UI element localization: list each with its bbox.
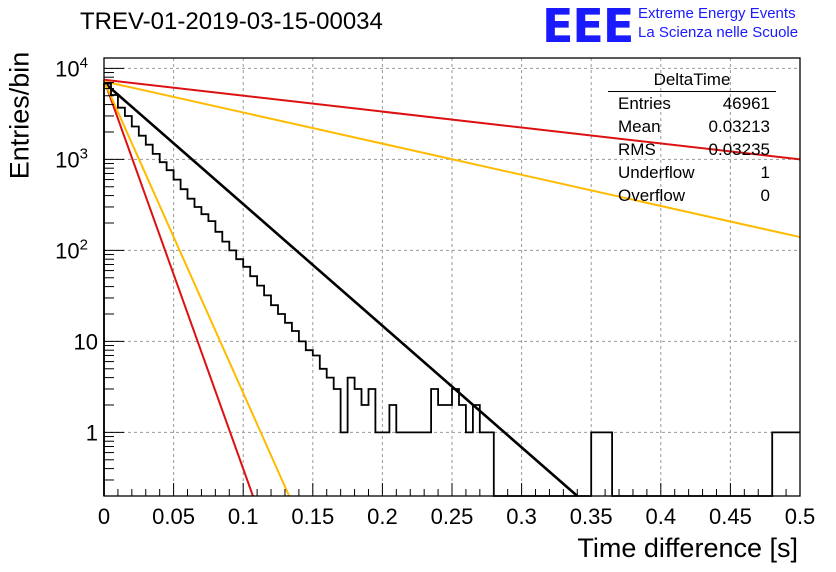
- x-tick-label: 0.15: [291, 504, 334, 529]
- x-tick-label: 0.35: [570, 504, 613, 529]
- stats-row-underflow: Underflow 1: [608, 161, 776, 184]
- stats-value: 0: [760, 186, 770, 205]
- fit-curve: [103, 81, 579, 497]
- stats-row-mean: Mean 0.03213: [608, 115, 776, 138]
- y-tick-label: 104: [55, 54, 88, 81]
- stats-box: DeltaTime Entries 46961 Mean 0.03213 RMS…: [608, 70, 776, 207]
- y-tick-label: 102: [55, 236, 88, 263]
- x-axis-label: Time difference [s]: [577, 533, 798, 563]
- stats-value: 1: [760, 163, 770, 182]
- stats-value: 46961: [722, 94, 770, 113]
- logo-line-1: Extreme Energy Events: [638, 5, 796, 22]
- stats-label: Mean: [618, 117, 661, 136]
- y-tick-label: 1: [86, 420, 98, 445]
- stats-label: Underflow: [618, 163, 695, 182]
- x-tick-label: 0.45: [709, 504, 752, 529]
- y-tick-label: 10: [74, 329, 98, 354]
- fit-curves: [103, 78, 801, 497]
- x-tick-label: 0: [98, 504, 110, 529]
- stats-label: Entries: [618, 94, 671, 113]
- chart-title: TREV-01-2019-03-15-00034: [80, 8, 383, 35]
- y-axis-label: Entries/bin: [4, 51, 35, 180]
- fit-curve: [103, 78, 801, 161]
- stats-row-entries: Entries 46961: [608, 92, 776, 115]
- x-tick-label: 0.1: [228, 504, 259, 529]
- x-tick-label: 0.5: [785, 504, 816, 529]
- stats-label: RMS: [618, 140, 656, 159]
- logo-line-2: La Scienza nelle Scuole: [638, 24, 799, 41]
- x-tick-label: 0.3: [506, 504, 537, 529]
- eee-logo: EEE: [542, 0, 634, 53]
- fit-curve: [103, 79, 254, 497]
- stats-value: 0.03213: [708, 117, 770, 136]
- stats-row-rms: RMS 0.03235: [608, 138, 776, 161]
- x-tick-label: 0.4: [646, 504, 677, 529]
- x-tick-label: 0.05: [152, 504, 195, 529]
- fit-curve: [103, 80, 291, 497]
- stats-label: Overflow: [618, 186, 686, 205]
- axis-ticks: 0 0.05 0.1 0.15 0.2 0.25 0.3 0.35 0.4 0.45 0.51101…: [55, 54, 815, 529]
- x-tick-label: 0.2: [367, 504, 398, 529]
- x-tick-label: 0.25: [431, 504, 474, 529]
- fit-curve: [103, 80, 801, 239]
- stats-value: 0.03235: [708, 140, 770, 159]
- y-tick-label: 103: [55, 145, 88, 172]
- stats-row-overflow: Overflow 0: [608, 184, 776, 207]
- stats-title: DeltaTime: [608, 70, 776, 92]
